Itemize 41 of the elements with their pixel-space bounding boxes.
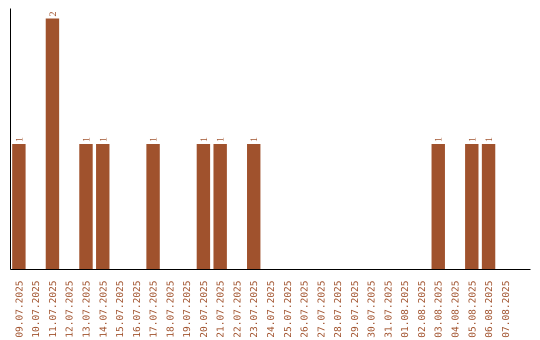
data-label: 1 [467,137,478,142]
x-tick-label: 02.08.2025 [416,280,428,338]
x-tick-label: 21.07.2025 [216,280,227,338]
x-tick-label: 03.08.2025 [434,280,445,338]
data-label: 1 [148,137,160,142]
x-tick-label: 30.07.2025 [366,280,378,338]
x-tick-label: 27.07.2025 [316,280,328,338]
data-label: 1 [98,137,110,142]
x-tick-label: 07.08.2025 [500,280,512,338]
x-tick-label: 19.07.2025 [182,280,194,338]
x-tick-label: 29.07.2025 [350,280,361,338]
data-label: 1 [484,137,496,142]
x-tick-label: 15.07.2025 [115,280,126,338]
data-label: 1 [434,137,445,142]
x-tick-label: 05.08.2025 [467,280,478,338]
x-tick-label: 16.07.2025 [132,280,143,338]
x-tick-label: 31.07.2025 [383,280,394,338]
x-tick-label: 18.07.2025 [165,280,176,338]
x-tick-label: 25.07.2025 [282,280,294,338]
x-tick-label: 12.07.2025 [64,280,76,338]
data-label: 1 [249,137,260,142]
x-tick-label: 17.07.2025 [148,280,160,338]
x-tick-label: 13.07.2025 [81,280,92,338]
data-label: 1 [81,137,92,142]
x-tick-label: 14.07.2025 [98,280,110,338]
x-tick-label: 01.08.2025 [400,280,412,338]
data-label: 1 [14,137,26,142]
data-label: 1 [216,137,227,142]
x-tick-label: 06.08.2025 [484,280,496,338]
x-tick-label: 24.07.2025 [266,280,277,338]
x-tick-label: 10.07.2025 [31,280,42,338]
x-tick-label: 22.07.2025 [232,280,244,338]
x-tick-label: 23.07.2025 [249,280,260,338]
x-tick-label: 09.07.2025 [14,280,26,338]
x-tick-label: 28.07.2025 [333,280,344,338]
x-tick-label: 11.07.2025 [48,280,59,338]
data-label: 1 [198,137,210,142]
data-label: 2 [48,12,59,17]
x-tick-label: 26.07.2025 [300,280,311,338]
x-tick-label: 20.07.2025 [198,280,210,338]
x-tick-label: 04.08.2025 [450,280,462,338]
